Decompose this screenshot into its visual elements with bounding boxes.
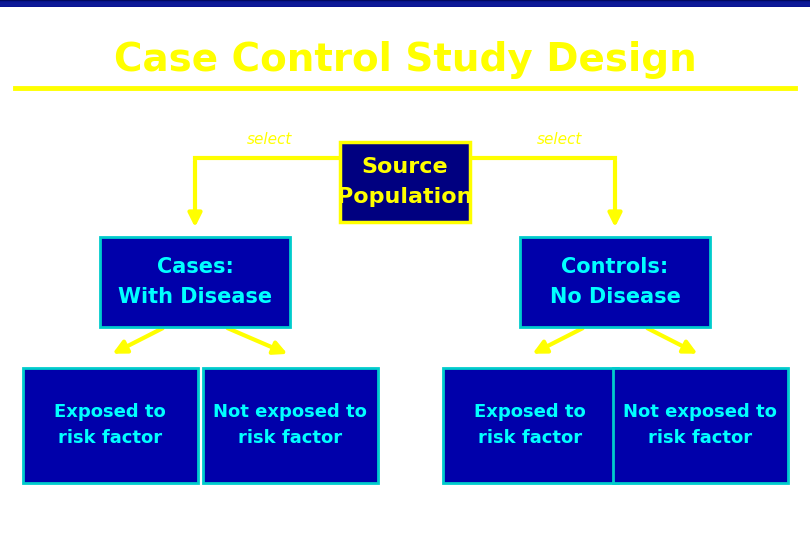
FancyBboxPatch shape	[340, 142, 470, 222]
Text: Not exposed to
risk factor: Not exposed to risk factor	[213, 403, 367, 447]
FancyBboxPatch shape	[612, 368, 787, 483]
Text: Controls:
No Disease: Controls: No Disease	[549, 257, 680, 307]
Text: Not exposed to
risk factor: Not exposed to risk factor	[623, 403, 777, 447]
Text: select: select	[247, 132, 292, 147]
FancyBboxPatch shape	[23, 368, 198, 483]
FancyBboxPatch shape	[202, 368, 377, 483]
Text: select: select	[537, 132, 582, 147]
FancyBboxPatch shape	[100, 237, 290, 327]
Text: Exposed to
risk factor: Exposed to risk factor	[474, 403, 586, 447]
Text: Exposed to
risk factor: Exposed to risk factor	[54, 403, 166, 447]
FancyBboxPatch shape	[442, 368, 617, 483]
Text: Cases:
With Disease: Cases: With Disease	[118, 257, 272, 307]
Text: Case Control Study Design: Case Control Study Design	[113, 41, 697, 79]
Text: Source
Population: Source Population	[337, 157, 473, 207]
FancyBboxPatch shape	[520, 237, 710, 327]
